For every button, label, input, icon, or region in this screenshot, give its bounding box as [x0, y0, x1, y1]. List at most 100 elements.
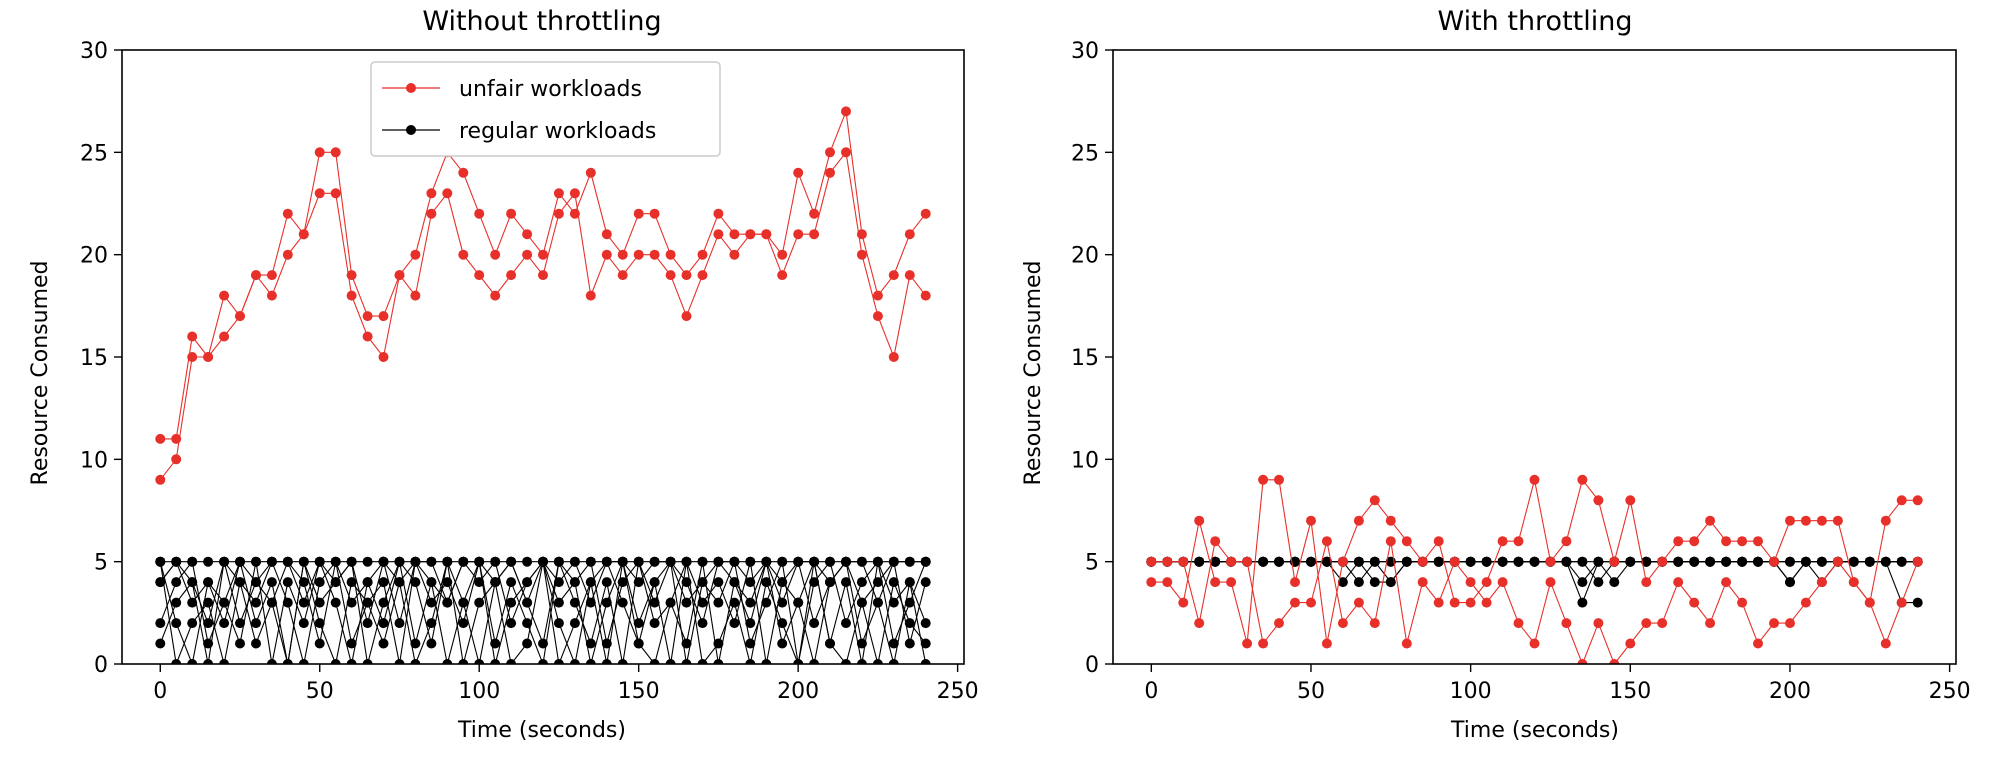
data-point-left-4-14: [378, 597, 389, 608]
data-point-left-5-25: [553, 618, 564, 629]
data-point-right-1-8: [1274, 618, 1284, 629]
data-point-left-6-34: [697, 556, 708, 567]
data-point-left-6-15: [394, 556, 405, 567]
data-point-right-1-26: [1561, 618, 1572, 629]
data-point-left-0-32: [665, 249, 676, 260]
data-point-left-7-27: [585, 577, 596, 588]
data-point-left-5-3: [203, 659, 214, 664]
ytick-label-right-5: 25: [1071, 141, 1099, 166]
data-point-right-0-47: [1896, 495, 1907, 506]
data-point-right-5-45: [1864, 556, 1875, 567]
data-point-left-8-44: [856, 556, 867, 567]
data-point-left-8-7: [266, 556, 277, 567]
chart-title-right: With throttling: [1437, 6, 1632, 37]
data-point-left-5-46: [888, 597, 899, 608]
data-point-left-6-14: [378, 618, 389, 629]
data-point-right-1-9: [1290, 597, 1300, 608]
data-point-left-1-29: [617, 270, 628, 281]
data-point-left-3-34: [697, 618, 708, 629]
data-point-right-0-35: [1705, 515, 1716, 526]
data-point-left-6-22: [506, 577, 517, 588]
xtick-label-left-4: 200: [777, 679, 819, 704]
data-point-right-1-0: [1146, 556, 1157, 567]
data-point-left-4-43: [841, 618, 851, 629]
data-point-left-6-23: [522, 618, 533, 629]
data-point-left-8-18: [442, 597, 453, 608]
data-point-right-1-38: [1753, 638, 1763, 649]
data-point-left-8-0: [155, 577, 166, 588]
data-point-right-1-31: [1641, 618, 1652, 629]
data-point-right-5-24: [1529, 556, 1540, 567]
data-point-left-7-30: [633, 638, 644, 649]
data-point-left-6-37: [745, 618, 756, 629]
data-point-left-1-39: [777, 270, 788, 281]
data-point-left-8-32: [665, 556, 676, 567]
data-point-left-5-43: [841, 577, 851, 588]
data-point-left-6-40: [793, 597, 804, 608]
data-point-right-1-32: [1657, 618, 1668, 629]
data-point-right-5-13: [1353, 556, 1364, 567]
data-point-right-0-37: [1737, 536, 1748, 547]
data-point-left-7-32: [665, 597, 676, 608]
data-point-left-0-40: [793, 167, 804, 178]
xtick-label-left-2: 100: [458, 679, 500, 704]
series-left-1: [155, 147, 931, 485]
data-point-left-1-12: [346, 290, 357, 301]
data-point-left-1-48: [920, 290, 931, 301]
data-point-left-1-26: [569, 188, 580, 199]
data-point-left-4-5: [235, 556, 245, 567]
data-point-left-5-38: [761, 659, 772, 664]
data-point-left-1-0: [155, 474, 166, 485]
data-point-right-0-43: [1832, 515, 1843, 526]
data-point-left-1-42: [825, 167, 835, 178]
data-point-right-0-42: [1816, 515, 1827, 526]
data-point-left-5-14: [378, 577, 389, 588]
data-point-right-1-3: [1194, 618, 1205, 629]
data-point-left-8-6: [251, 597, 261, 608]
data-point-left-5-22: [506, 597, 517, 608]
data-point-left-7-8: [282, 659, 293, 664]
data-point-right-0-5: [1226, 577, 1237, 588]
data-point-right-0-23: [1513, 536, 1524, 547]
data-point-left-4-37: [745, 638, 756, 649]
data-point-left-6-41: [809, 659, 820, 664]
data-point-left-8-19: [458, 556, 469, 567]
data-point-left-1-18: [442, 188, 453, 199]
data-point-right-5-26: [1561, 556, 1572, 567]
data-point-left-5-8: [282, 597, 293, 608]
xtick-label-right-2: 100: [1450, 679, 1492, 704]
data-point-left-1-25: [553, 208, 564, 219]
data-point-right-0-2: [1178, 597, 1189, 608]
data-point-right-5-35: [1705, 556, 1716, 567]
data-point-right-0-36: [1721, 536, 1732, 547]
data-point-right-0-12: [1337, 556, 1348, 567]
data-point-right-1-35: [1705, 618, 1716, 629]
data-point-left-6-47: [904, 577, 915, 588]
data-point-right-4-47: [1896, 556, 1907, 567]
data-point-left-0-41: [809, 208, 820, 219]
xtick-label-right-3: 150: [1609, 679, 1651, 704]
data-point-left-5-10: [314, 577, 325, 588]
data-point-left-0-0: [155, 433, 166, 444]
data-point-right-0-11: [1321, 638, 1332, 649]
data-point-left-0-42: [825, 147, 835, 158]
data-point-left-4-33: [681, 659, 692, 664]
data-point-left-1-33: [681, 311, 692, 322]
data-point-left-0-36: [729, 229, 740, 240]
data-point-right-1-13: [1353, 597, 1364, 608]
data-point-left-1-14: [378, 352, 389, 362]
data-point-right-1-46: [1880, 638, 1891, 649]
data-point-left-4-10: [314, 597, 325, 608]
data-point-right-3-29: [1609, 577, 1620, 588]
data-point-left-1-27: [585, 290, 596, 301]
data-point-left-1-6: [251, 270, 261, 281]
data-point-right-0-28: [1593, 495, 1604, 506]
data-point-left-0-24: [538, 249, 548, 260]
data-point-left-4-7: [266, 577, 277, 588]
data-point-left-8-4: [219, 556, 230, 567]
data-point-left-4-13: [362, 659, 373, 664]
ytick-labels-right: 0 5 10 15 20 25 30: [1071, 39, 1113, 678]
data-point-right-3-14: [1369, 577, 1380, 588]
data-point-left-4-47: [904, 597, 915, 608]
